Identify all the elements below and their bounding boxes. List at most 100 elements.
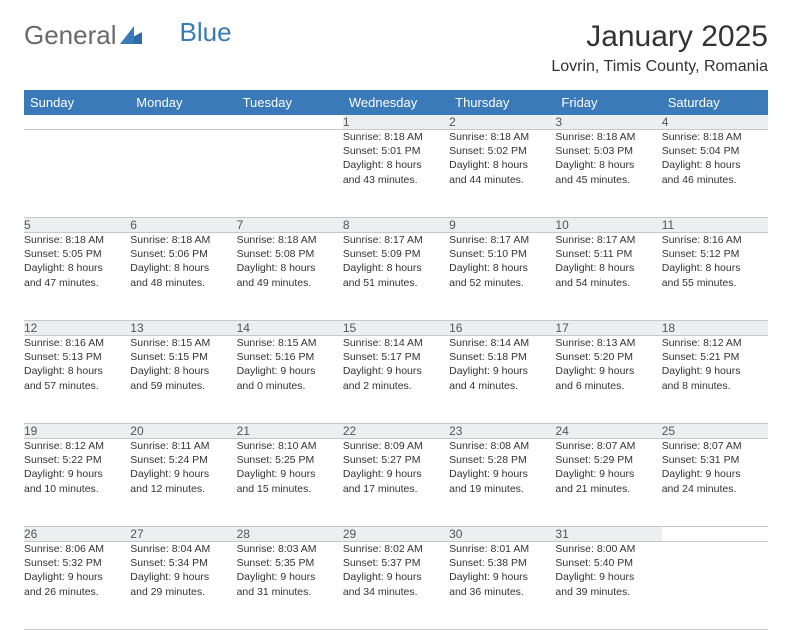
day-d1: Daylight: 9 hours <box>24 570 130 584</box>
day-number-cell: 26 <box>24 527 130 542</box>
day-ss: Sunset: 5:25 PM <box>237 453 343 467</box>
page-header: General Blue January 2025 Lovrin, Timis … <box>24 20 768 76</box>
logo-text-general: General <box>24 20 117 51</box>
day-sr: Sunrise: 8:04 AM <box>130 542 236 556</box>
day-sr: Sunrise: 8:17 AM <box>555 233 661 247</box>
day-detail-cell: Sunrise: 8:16 AMSunset: 5:13 PMDaylight:… <box>24 336 130 424</box>
day-detail-cell <box>130 130 236 218</box>
day-number-cell: 12 <box>24 321 130 336</box>
day-d1: Daylight: 8 hours <box>343 158 449 172</box>
day-number-cell: 1 <box>343 115 449 130</box>
day-detail-cell <box>662 542 768 630</box>
day-detail-cell: Sunrise: 8:06 AMSunset: 5:32 PMDaylight:… <box>24 542 130 630</box>
day-number-cell: 29 <box>343 527 449 542</box>
day-d1: Daylight: 9 hours <box>130 467 236 481</box>
day-d1: Daylight: 8 hours <box>237 261 343 275</box>
calendar-week-detail-row: Sunrise: 8:12 AMSunset: 5:22 PMDaylight:… <box>24 439 768 527</box>
weekday-header: Thursday <box>449 90 555 115</box>
day-sr: Sunrise: 8:18 AM <box>343 130 449 144</box>
calendar-header-row: SundayMondayTuesdayWednesdayThursdayFrid… <box>24 90 768 115</box>
day-ss: Sunset: 5:18 PM <box>449 350 555 364</box>
day-d2: and 52 minutes. <box>449 276 555 290</box>
calendar-week-detail-row: Sunrise: 8:18 AM Sunset: 5:05 PM Daylight:… <box>24 233 768 321</box>
day-d1: Daylight: 9 hours <box>343 364 449 378</box>
day-number-cell: 8 <box>343 218 449 233</box>
day-d1: Daylight: 8 hours <box>449 261 555 275</box>
day-d1: Daylight: 8 hours <box>343 261 449 275</box>
day-sr: Sunrise: 8:03 AM <box>237 542 343 556</box>
day-d1: Daylight: 9 hours <box>237 467 343 481</box>
day-sr: Sunrise: 8:10 AM <box>237 439 343 453</box>
day-ss: Sunset: 5:05 PM <box>24 247 130 261</box>
day-sr: Sunrise: 8:12 AM <box>24 439 130 453</box>
day-ss: Sunset: 5:22 PM <box>24 453 130 467</box>
day-number-cell <box>130 115 236 130</box>
day-ss: Sunset: 5:10 PM <box>449 247 555 261</box>
logo: General Blue <box>24 20 232 51</box>
day-number-cell: 14 <box>237 321 343 336</box>
day-d2: and 24 minutes. <box>662 482 768 496</box>
day-d2: and 19 minutes. <box>449 482 555 496</box>
day-sr: Sunrise: 8:18 AM <box>555 130 661 144</box>
calendar-week-detail-row: Sunrise: 8:18 AMSunset: 5:01 PMDaylight:… <box>24 130 768 218</box>
day-detail-cell: Sunrise: 8:17 AMSunset: 5:10 PMDaylight:… <box>449 233 555 321</box>
day-d2: and 26 minutes. <box>24 585 130 599</box>
day-detail-cell: Sunrise: 8:17 AMSunset: 5:11 PMDaylight:… <box>555 233 661 321</box>
day-detail-cell: Sunrise: 8:09 AMSunset: 5:27 PMDaylight:… <box>343 439 449 527</box>
day-d2: and 48 minutes. <box>130 276 236 290</box>
day-d2: and 55 minutes. <box>662 276 768 290</box>
day-number-cell: 15 <box>343 321 449 336</box>
day-ss: Sunset: 5:08 PM <box>237 247 343 261</box>
day-sr: Sunrise: 8:06 AM <box>24 542 130 556</box>
day-ss: Sunset: 5:24 PM <box>130 453 236 467</box>
day-number-cell <box>662 527 768 542</box>
day-detail-cell: Sunrise: 8:18 AMSunset: 5:06 PMDaylight:… <box>130 233 236 321</box>
weekday-header: Friday <box>555 90 661 115</box>
day-detail-cell: Sunrise: 8:03 AMSunset: 5:35 PMDaylight:… <box>237 542 343 630</box>
day-sr: Sunrise: 8:09 AM <box>343 439 449 453</box>
day-d1: Daylight: 9 hours <box>555 570 661 584</box>
location-subtitle: Lovrin, Timis County, Romania <box>551 58 768 76</box>
day-d2: and 34 minutes. <box>343 585 449 599</box>
day-detail-cell: Sunrise: 8:16 AMSunset: 5:12 PMDaylight:… <box>662 233 768 321</box>
day-sr: Sunrise: 8:16 AM <box>662 233 768 247</box>
day-sr: Sunrise: 8:18 AM <box>449 130 555 144</box>
day-d2: and 46 minutes. <box>662 173 768 187</box>
day-ss: Sunset: 5:12 PM <box>662 247 768 261</box>
day-d1: Daylight: 9 hours <box>343 467 449 481</box>
day-sr: Sunrise: 8:02 AM <box>343 542 449 556</box>
day-ss: Sunset: 5:27 PM <box>343 453 449 467</box>
day-d2: and 29 minutes. <box>130 585 236 599</box>
day-d2: and 4 minutes. <box>449 379 555 393</box>
day-sr: Sunrise: 8:11 AM <box>130 439 236 453</box>
day-d1: Daylight: 8 hours <box>130 364 236 378</box>
day-ss: Sunset: 5:38 PM <box>449 556 555 570</box>
day-detail-cell: Sunrise: 8:04 AMSunset: 5:34 PMDaylight:… <box>130 542 236 630</box>
weekday-header: Wednesday <box>343 90 449 115</box>
day-d1: Daylight: 8 hours <box>449 158 555 172</box>
day-ss: Sunset: 5:31 PM <box>662 453 768 467</box>
day-ss: Sunset: 5:03 PM <box>555 144 661 158</box>
day-ss: Sunset: 5:13 PM <box>24 350 130 364</box>
day-d1: Daylight: 9 hours <box>555 467 661 481</box>
day-ss: Sunset: 5:02 PM <box>449 144 555 158</box>
day-sr: Sunrise: 8:07 AM <box>555 439 661 453</box>
calendar-week-daynum-row: 567891011 <box>24 218 768 233</box>
day-detail-cell: Sunrise: 8:07 AMSunset: 5:29 PMDaylight:… <box>555 439 661 527</box>
day-number-cell: 18 <box>662 321 768 336</box>
day-detail-cell: Sunrise: 8:13 AMSunset: 5:20 PMDaylight:… <box>555 336 661 424</box>
day-d1: Daylight: 8 hours <box>555 158 661 172</box>
day-sr: Sunrise: 8:16 AM <box>24 336 130 350</box>
day-d2: and 2 minutes. <box>343 379 449 393</box>
day-d2: and 45 minutes. <box>555 173 661 187</box>
day-d2: and 6 minutes. <box>555 379 661 393</box>
day-ss: Sunset: 5:09 PM <box>343 247 449 261</box>
calendar-week-detail-row: Sunrise: 8:06 AMSunset: 5:32 PMDaylight:… <box>24 542 768 630</box>
day-d2: and 51 minutes. <box>343 276 449 290</box>
day-d2: and 12 minutes. <box>130 482 236 496</box>
day-detail-cell: Sunrise: 8:07 AMSunset: 5:31 PMDaylight:… <box>662 439 768 527</box>
day-number-cell: 30 <box>449 527 555 542</box>
calendar-table: SundayMondayTuesdayWednesdayThursdayFrid… <box>24 90 768 630</box>
day-number-cell <box>24 115 130 130</box>
day-sr: Sunrise: 8:18 AM <box>237 233 343 247</box>
